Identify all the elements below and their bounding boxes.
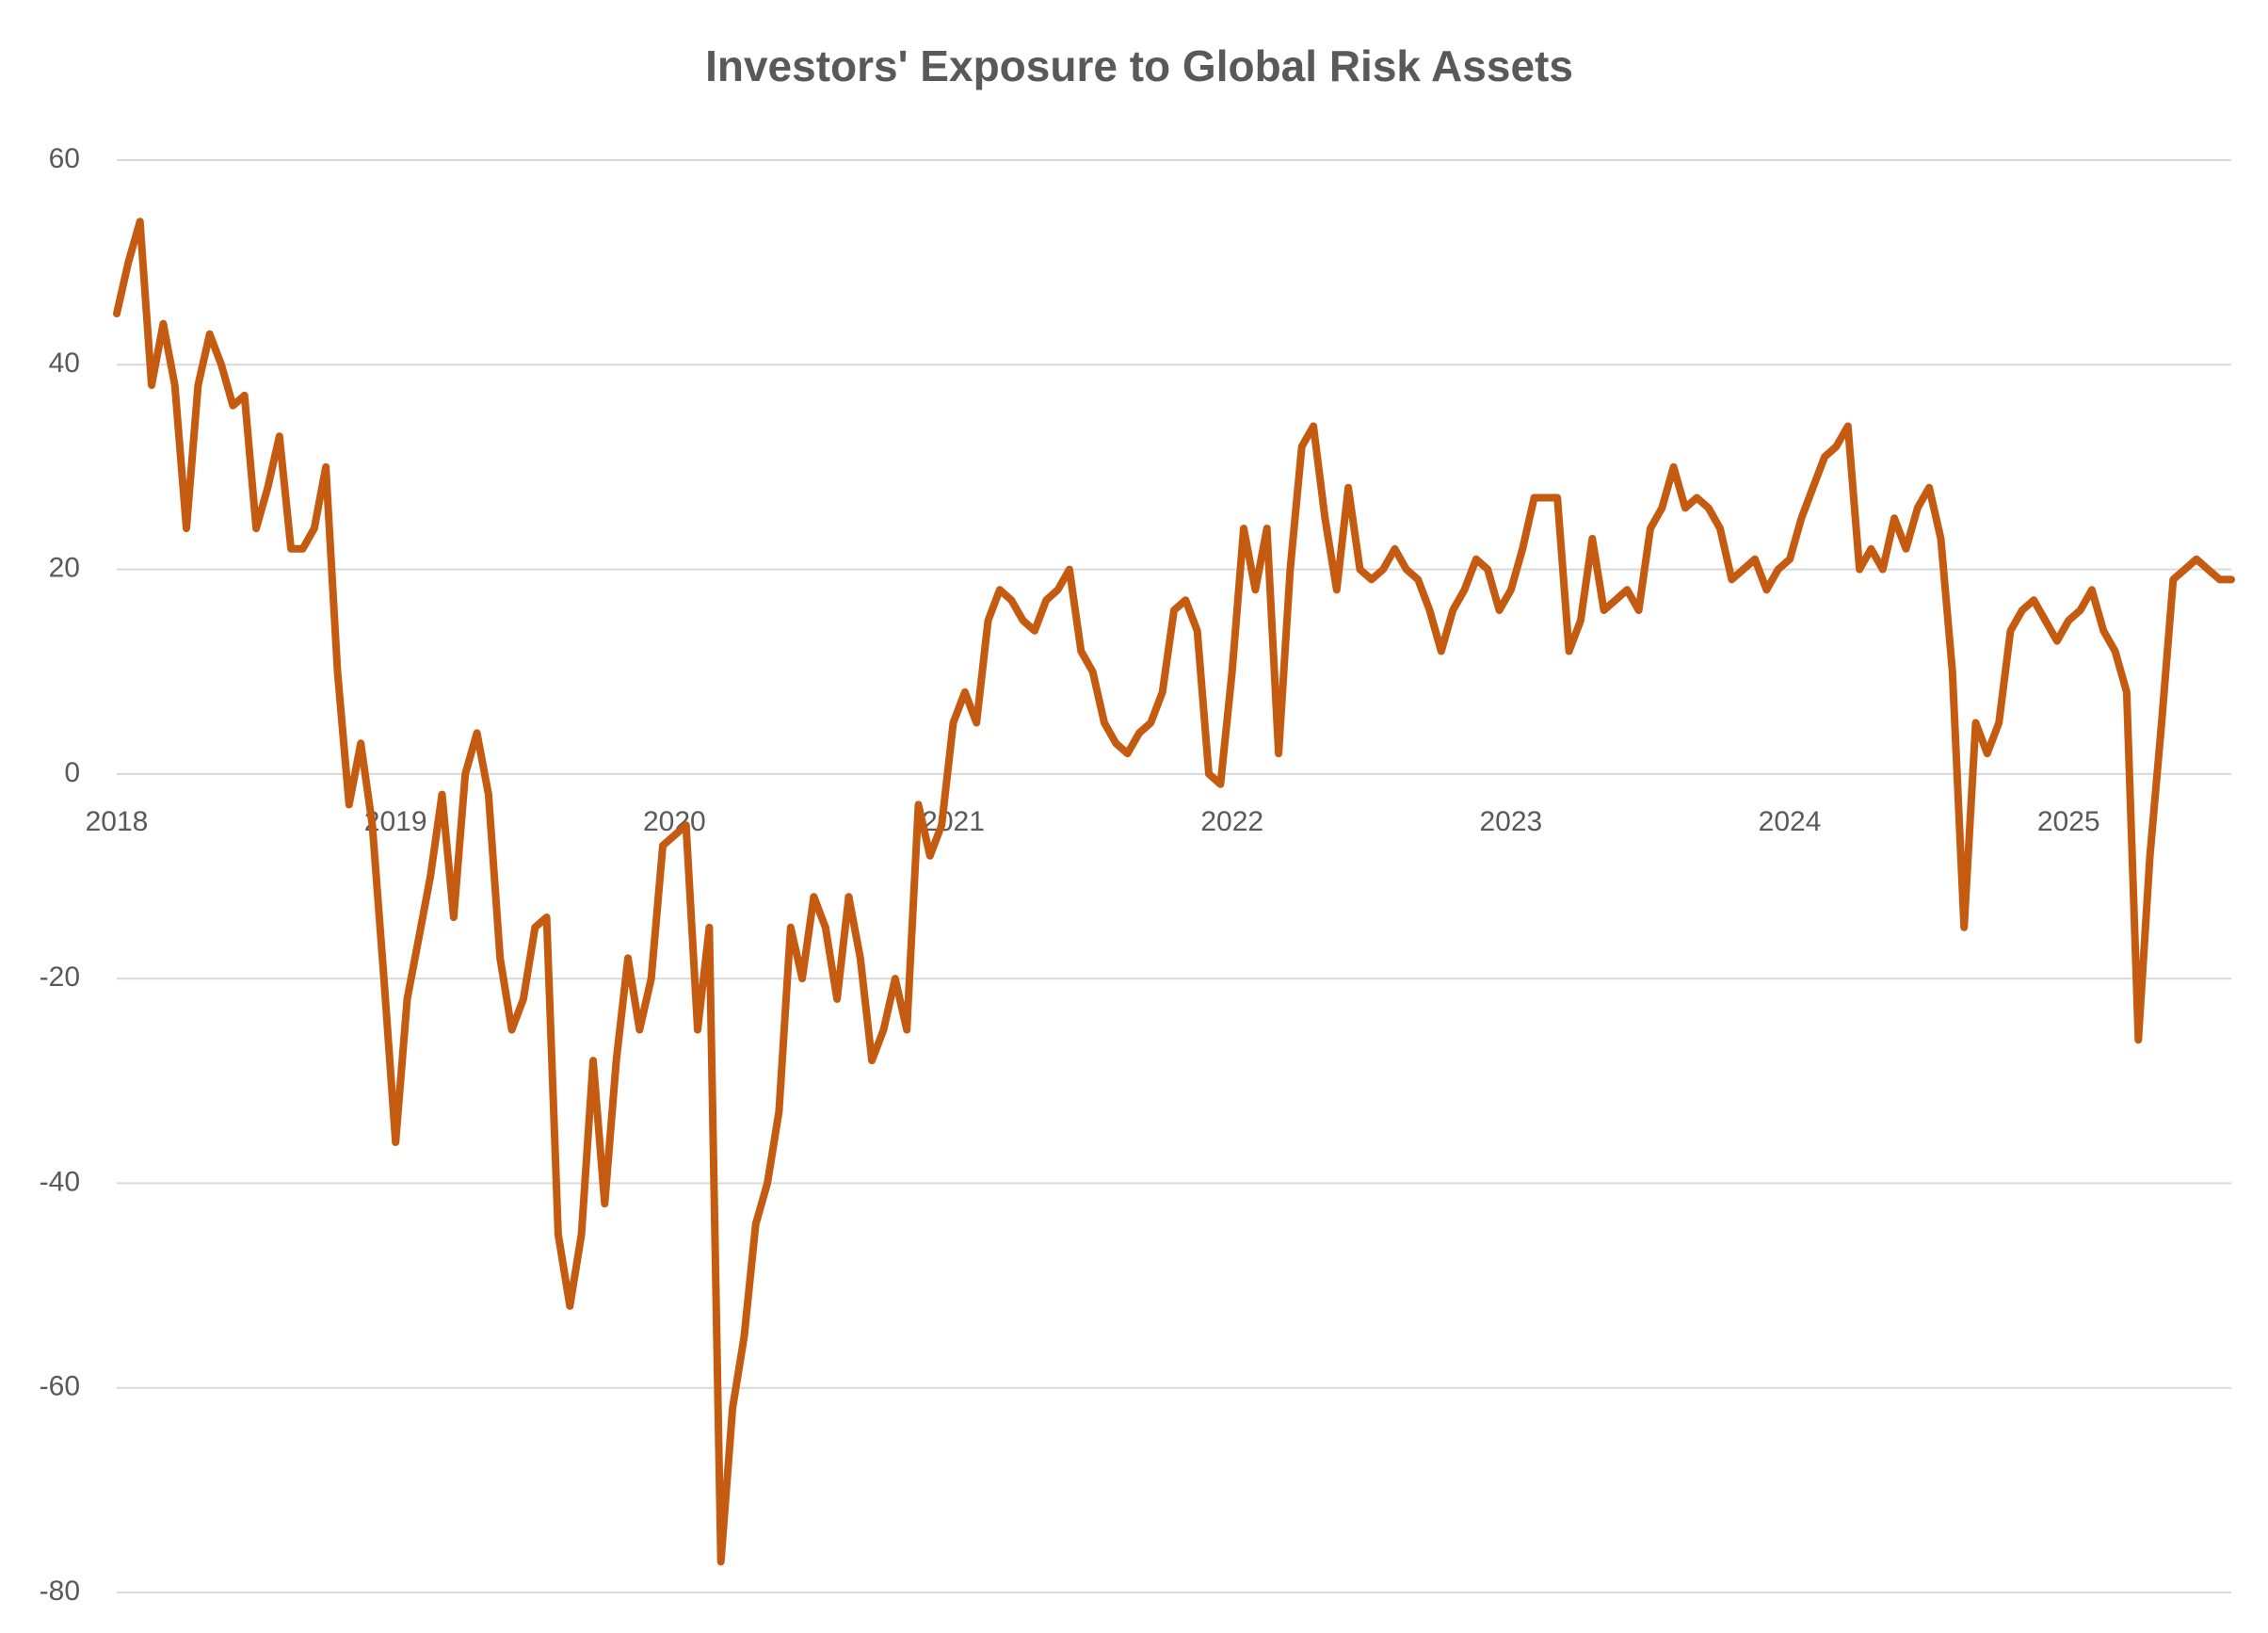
y-tick-label: 20 <box>49 552 80 583</box>
data-line <box>113 218 2235 1566</box>
x-tick-label: 2023 <box>1480 806 1543 837</box>
x-tick-label: 2018 <box>86 806 149 837</box>
y-tick-label: 0 <box>64 757 80 788</box>
x-tick-label: 2024 <box>1759 806 1822 837</box>
y-tick-label: -60 <box>40 1371 80 1402</box>
y-tick-label: -40 <box>40 1166 80 1197</box>
y-tick-label: 40 <box>49 348 80 379</box>
y-tick-label: 60 <box>49 143 80 174</box>
chart-title: Investors' Exposure to Global Risk Asset… <box>705 41 1573 90</box>
y-tick-label: -20 <box>40 962 80 993</box>
x-tick-label: 2022 <box>1200 806 1263 837</box>
x-tick-label: 2021 <box>922 806 985 837</box>
y-tick-label: -80 <box>40 1576 80 1607</box>
x-tick-label: 2025 <box>2037 806 2100 837</box>
